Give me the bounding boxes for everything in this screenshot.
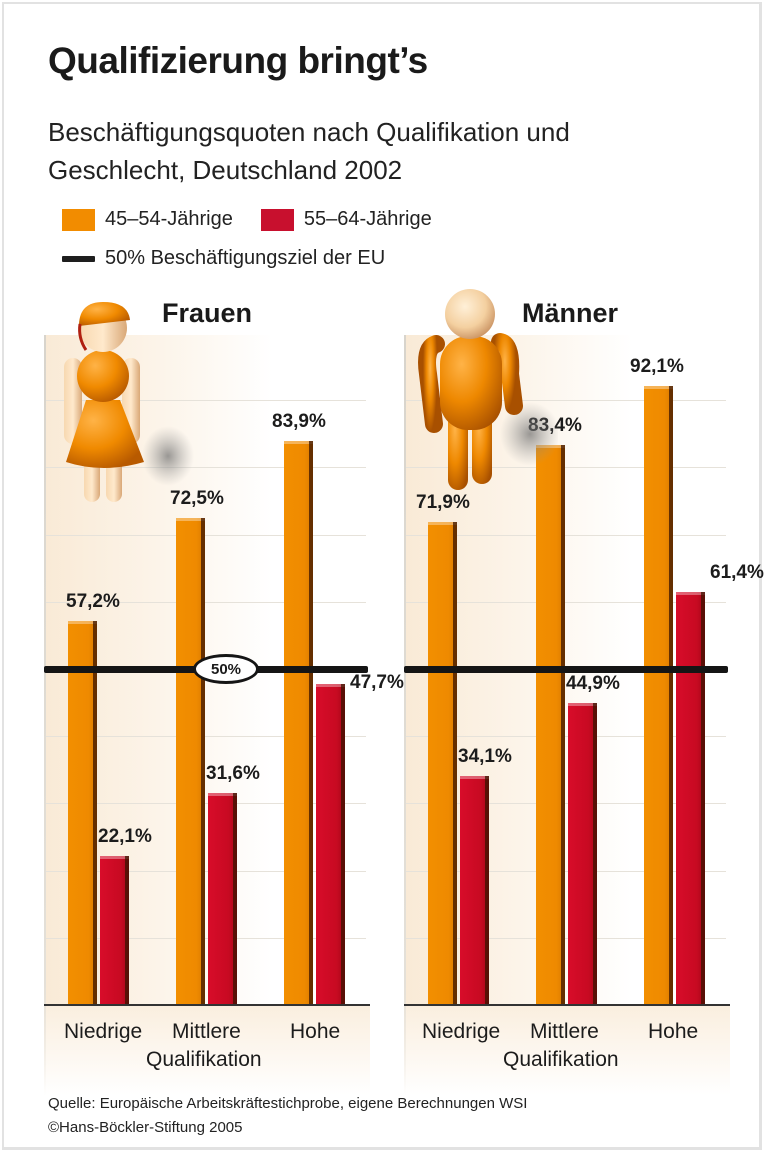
- legend-label: 50% Beschäftigungsziel der EU: [105, 247, 386, 269]
- value-label: 44,9%: [566, 673, 620, 695]
- legend-swatch-orange: [62, 208, 95, 231]
- legend-item-55-64: 55–64-Jährige: [260, 208, 432, 231]
- panel-title-frauen: Frauen: [162, 298, 253, 328]
- legend-line-icon: [62, 255, 95, 262]
- category-label: Mittlere: [172, 1020, 241, 1043]
- gridline: [46, 400, 366, 402]
- gridline: [46, 601, 366, 603]
- bar-45-54-mittlere: [176, 517, 205, 1005]
- chart-subtitle: Beschäftigungsquoten nach Qualifikation …: [48, 117, 570, 185]
- gridline: [406, 736, 726, 738]
- panel-frauen: 57,2% 22,1% 72,5% 31,6% 83,9% 47,7% 50%: [44, 335, 404, 1095]
- bar-45-54-hohe: [644, 386, 673, 1005]
- category-label: Hohe: [290, 1020, 341, 1043]
- bar-45-54-niedrige: [428, 521, 457, 1005]
- x-axis-title: Qualifikation: [503, 1048, 619, 1071]
- legend-item-45-54: 45–54-Jährige: [62, 208, 233, 231]
- panel-y-axis: [44, 335, 46, 1095]
- category-label: Niedrige: [422, 1020, 501, 1043]
- legend-target-line: 50% Beschäftigungsziel der EU: [62, 247, 385, 270]
- eu-target-badge: 50%: [193, 654, 259, 684]
- bar-55-64-hohe: [316, 684, 345, 1005]
- panel-title-maenner: Männer: [522, 298, 619, 328]
- gridline: [406, 601, 726, 603]
- x-axis-baseline: [44, 1004, 370, 1006]
- gridline: [406, 803, 726, 805]
- man-figure-icon: [418, 289, 558, 490]
- copyright-line: ©Hans-Böckler-Stiftung 2005: [48, 1119, 243, 1136]
- woman-figure-icon: [64, 302, 194, 502]
- value-label: 92,1%: [630, 356, 684, 378]
- eu-target-line: [404, 666, 728, 673]
- gridline: [46, 937, 366, 939]
- bar-55-64-hohe: [676, 592, 705, 1005]
- bar-55-64-niedrige: [460, 775, 489, 1005]
- gridline: [46, 534, 366, 536]
- panel-background-fade: [404, 1005, 730, 1095]
- value-label: 34,1%: [458, 745, 512, 767]
- gridline: [46, 870, 366, 872]
- gridline: [406, 467, 726, 469]
- x-axis-title: Qualifikation: [146, 1048, 262, 1071]
- gridline: [406, 534, 726, 536]
- gridline: [46, 803, 366, 805]
- bar-45-54-hohe: [284, 441, 313, 1005]
- bar-55-64-niedrige: [100, 856, 129, 1005]
- category-label: Mittlere: [530, 1020, 599, 1043]
- x-axis-baseline: [404, 1004, 730, 1006]
- source-line: Quelle: Europäische Arbeitskräftestichpr…: [48, 1095, 528, 1112]
- legend-swatch-red: [260, 208, 294, 231]
- legend-label: 55–64-Jährige: [303, 208, 432, 230]
- value-label: 72,5%: [170, 487, 224, 509]
- panel-y-axis: [404, 335, 406, 1095]
- gridline: [406, 870, 726, 872]
- gridline: [406, 937, 726, 939]
- chart-title: Qualifizierung bringt’s: [48, 40, 428, 81]
- value-label: 22,1%: [98, 826, 152, 848]
- bar-55-64-mittlere: [208, 792, 237, 1005]
- bar-45-54-mittlere: [536, 444, 565, 1005]
- gridline: [46, 736, 366, 738]
- value-label: 47,7%: [350, 672, 404, 694]
- category-label: Niedrige: [64, 1020, 143, 1043]
- legend-series: 45–54-Jährige 55–64-Jährige: [62, 208, 460, 231]
- bar-55-64-mittlere: [568, 703, 597, 1005]
- value-label: 57,2%: [66, 590, 120, 612]
- bar-45-54-niedrige: [68, 620, 97, 1005]
- value-label: 71,9%: [416, 491, 470, 513]
- value-label: 83,9%: [272, 411, 326, 433]
- value-label: 61,4%: [710, 562, 764, 584]
- value-label: 31,6%: [206, 762, 260, 784]
- gridline: [406, 400, 726, 402]
- gridline: [46, 467, 366, 469]
- category-label: Hohe: [648, 1020, 699, 1043]
- panel-background-fade: [44, 1005, 370, 1095]
- legend-label: 45–54-Jährige: [105, 208, 233, 230]
- source-note: Quelle: Europäische Arbeitskräftestichpr…: [48, 1092, 527, 1140]
